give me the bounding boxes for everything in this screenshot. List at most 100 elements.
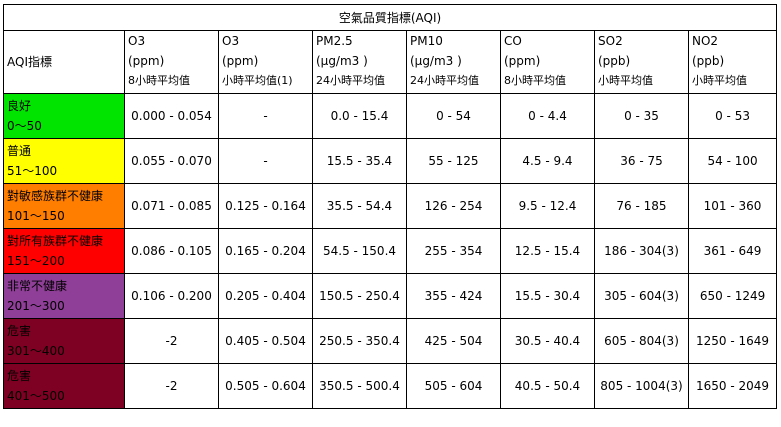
pollutant-header: O3 (ppm) 8小時平均值 (124, 30, 219, 94)
pollutant-name: O3 (128, 34, 146, 48)
pollutant-name: SO2 (598, 34, 623, 48)
title-row: 空氣品質指標(AQI) (2, 4, 778, 31)
value-cell: 0.125 - 0.164 (218, 183, 313, 229)
value-cell: 805 - 1004(3) (594, 363, 689, 409)
aqi-level-cell: 危害 401～500 (3, 363, 125, 409)
aqi-level-range: 401～500 (7, 389, 65, 403)
pollutant-name: PM2.5 (316, 34, 353, 48)
aqi-level-range: 151～200 (7, 254, 65, 268)
value-cell: 0 - 53 (687, 93, 778, 139)
averaging-period: 8小時平均值 (128, 74, 190, 87)
pollutant-unit: (μg/m3 ) (410, 54, 462, 68)
value-cell: 0.205 - 0.404 (218, 273, 313, 319)
pollutant-header: O3 (ppm) 小時平均值(1) (218, 30, 313, 94)
value-cell: 0 - 54 (406, 93, 501, 139)
value-cell: - (218, 138, 313, 184)
averaging-period: 小時平均值 (692, 74, 747, 87)
value-cell: 186 - 304(3) (594, 228, 689, 274)
aqi-level-name: 對所有族群不健康 (7, 234, 104, 248)
value-cell: 605 - 804(3) (594, 318, 689, 364)
value-cell: 35.5 - 54.4 (312, 183, 407, 229)
value-cell: 36 - 75 (594, 138, 689, 184)
aqi-level-name: 良好 (7, 99, 32, 113)
aqi-level-cell: 對敏感族群不健康 101～150 (3, 183, 125, 229)
aqi-level-range: 101～150 (7, 209, 65, 223)
value-cell: 1650 - 2049 (687, 363, 778, 409)
value-cell: 425 - 504 (406, 318, 501, 364)
value-cell: 505 - 604 (406, 363, 501, 409)
pollutant-name: NO2 (692, 34, 719, 48)
aqi-level-name: 普通 (7, 144, 32, 158)
value-cell: 55 - 125 (406, 138, 501, 184)
pollutant-unit: (ppm) (222, 54, 259, 68)
value-cell: -2 (124, 363, 219, 409)
value-cell: 54 - 100 (687, 138, 778, 184)
value-cell: 0.055 - 0.070 (124, 138, 219, 184)
pollutant-header: PM2.5 (μg/m3 ) 24小時平均值 (312, 30, 407, 94)
aqi-label-header: AQI指標 (3, 30, 125, 94)
aqi-table: 空氣品質指標(AQI) AQI指標 O3 (ppm) 8小時平均值 O3 (ppm) 小時… (2, 4, 778, 409)
value-cell: 355 - 424 (406, 273, 501, 319)
value-cell: 0.086 - 0.105 (124, 228, 219, 274)
value-cell: 0.000 - 0.054 (124, 93, 219, 139)
pollutant-unit: (ppb) (692, 54, 725, 68)
value-cell: 15.5 - 30.4 (500, 273, 595, 319)
averaging-period: 8小時平均值 (504, 74, 566, 87)
value-cell: 12.5 - 15.4 (500, 228, 595, 274)
pollutant-unit: (ppm) (128, 54, 165, 68)
aqi-level-range: 301～400 (7, 344, 65, 358)
pollutant-unit: (ppm) (504, 54, 541, 68)
value-cell: 15.5 - 35.4 (312, 138, 407, 184)
value-cell: 0.106 - 0.200 (124, 273, 219, 319)
table-row: 對所有族群不健康 151～200 0.086 - 0.105 0.165 - 0.20… (3, 228, 778, 274)
pollutant-header: SO2 (ppb) 小時平均值 (594, 30, 689, 94)
value-cell: -2 (124, 318, 219, 364)
value-cell: 76 - 185 (594, 183, 689, 229)
value-cell: 54.5 - 150.4 (312, 228, 407, 274)
value-cell: 0 - 35 (594, 93, 689, 139)
table-title: 空氣品質指標(AQI) (2, 4, 778, 31)
value-cell: 250.5 - 350.4 (312, 318, 407, 364)
value-cell: 0.0 - 15.4 (312, 93, 407, 139)
table-row: 非常不健康 201～300 0.106 - 0.200 0.205 - 0.404 15… (3, 273, 778, 319)
table-row: 危害 401～500 -2 0.505 - 0.604 350.5 - 500.4 505… (3, 363, 778, 409)
value-cell: 30.5 - 40.4 (500, 318, 595, 364)
value-cell: 650 - 1249 (687, 273, 778, 319)
value-cell: 4.5 - 9.4 (500, 138, 595, 184)
value-cell: 126 - 254 (406, 183, 501, 229)
aqi-level-cell: 對所有族群不健康 151～200 (3, 228, 125, 274)
header-row: AQI指標 O3 (ppm) 8小時平均值 O3 (ppm) 小時平均值(1) PM2.5 (… (3, 30, 778, 94)
aqi-level-name: 危害 (7, 324, 32, 338)
value-cell: 0 - 4.4 (500, 93, 595, 139)
averaging-period: 24小時平均值 (316, 74, 385, 87)
pollutant-unit: (ppb) (598, 54, 631, 68)
table-row: 普通 51～100 0.055 - 0.070-15.5 - 35.4 55 - 12… (3, 138, 778, 184)
pollutant-name: PM10 (410, 34, 443, 48)
aqi-level-range: 0～50 (7, 119, 42, 133)
value-cell: 150.5 - 250.4 (312, 273, 407, 319)
pollutant-header: PM10 (μg/m3 ) 24小時平均值 (406, 30, 501, 94)
value-cell: 1250 - 1649 (687, 318, 778, 364)
value-cell: 0.405 - 0.504 (218, 318, 313, 364)
value-cell: 255 - 354 (406, 228, 501, 274)
value-cell: 361 - 649 (687, 228, 778, 274)
value-cell: 101 - 360 (687, 183, 778, 229)
value-cell: 40.5 - 50.4 (500, 363, 595, 409)
aqi-level-range: 51～100 (7, 164, 58, 178)
value-cell: - (218, 93, 313, 139)
aqi-level-name: 危害 (7, 369, 32, 383)
pollutant-name: CO (504, 34, 522, 48)
aqi-level-cell: 非常不健康 201～300 (3, 273, 125, 319)
value-cell: 9.5 - 12.4 (500, 183, 595, 229)
aqi-level-range: 201～300 (7, 299, 65, 313)
value-cell: 350.5 - 500.4 (312, 363, 407, 409)
pollutant-unit: (μg/m3 ) (316, 54, 368, 68)
aqi-level-cell: 危害 301～400 (3, 318, 125, 364)
averaging-period: 小時平均值 (598, 74, 653, 87)
averaging-period: 小時平均值(1) (222, 74, 293, 87)
pollutant-header: NO2 (ppb) 小時平均值 (687, 30, 778, 94)
table-row: 良好 0～50 0.000 - 0.054-0.0 - 15.4 0 - 54 0 - … (3, 93, 778, 139)
averaging-period: 24小時平均值 (410, 74, 479, 87)
aqi-level-cell: 普通 51～100 (3, 138, 125, 184)
value-cell: 0.505 - 0.604 (218, 363, 313, 409)
